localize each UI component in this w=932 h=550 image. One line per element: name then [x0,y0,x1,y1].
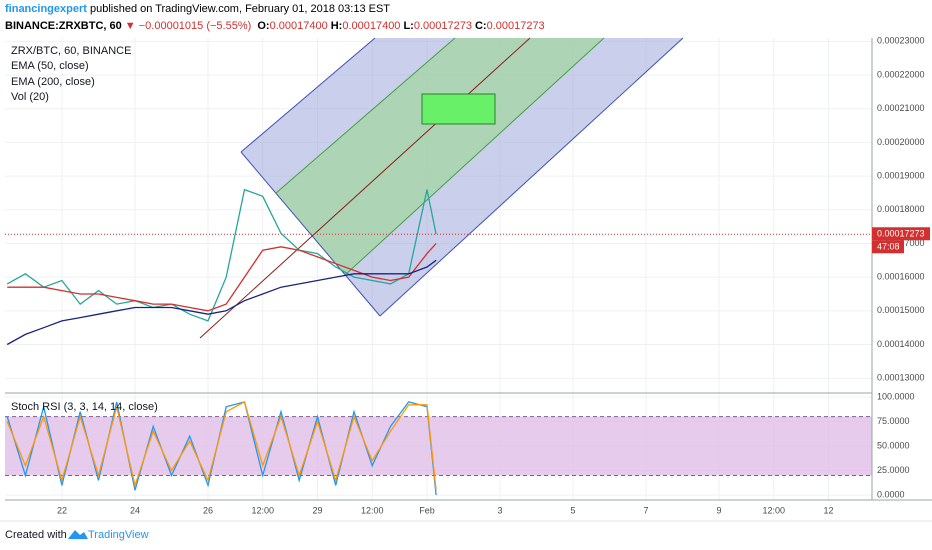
ohlc-value: 0.00017273 [413,20,472,32]
band [5,416,872,476]
published: published on TradingView.com, February 0… [89,3,391,15]
header: financingexpert published on TradingView… [5,3,390,15]
x-tick-label: 22 [57,505,67,515]
legend-entry: EMA (200, close) [11,76,95,88]
channel-line [344,37,605,276]
price-tag [872,227,930,241]
price-tag-label: 0.00017273 [877,229,925,239]
y-tick-label: 75.0000 [877,416,910,426]
countdown-label: 47:08 [877,242,900,252]
symbol: BINANCE:ZRXBTC, 60 [5,20,122,32]
channel-median [199,37,531,339]
ohlc-value: 0.00017400 [269,20,328,32]
stoch-title: Stoch RSI (3, 3, 14, 14, close) [11,401,158,413]
legend-entry: ZRX/BTC, 60, BINANCE [11,45,131,57]
series-line [6,400,437,491]
ohlc-label: H: [330,20,343,32]
x-tick-label: 12:00 [361,505,384,515]
x-tick-label: 29 [312,505,322,515]
ohlc-value: 0.00017273 [486,20,545,32]
ohlc: O:0.00017400 H:0.00017400 L:0.00017273 C:0.… [254,20,544,32]
x-tick-label: 12:00 [763,505,786,515]
y-tick-label: 0.00021000 [877,103,925,113]
footer-brand[interactable]: TradingView [88,529,149,541]
series-line [6,401,437,496]
x-tick-label: 12:00 [251,505,274,515]
y-tick-label: 0.00018000 [877,204,925,214]
y-tick-label: 0.00015000 [877,305,925,315]
y-tick-label: 0.00016000 [877,272,925,282]
series-line [6,188,437,322]
y-tick-label: 0.0000 [877,489,905,499]
ohlc-label: L: [403,20,414,32]
y-tick-label: 0.00019000 [877,170,925,180]
x-tick-label: Feb [419,505,435,515]
legend: ZRX/BTC, 60, BINANCE EMA (50, close) EMA… [11,45,158,413]
ohlc-value: 0.00017400 [342,20,401,32]
channel-line [240,151,381,317]
x-tick-label: 12 [824,505,834,515]
symbol-line: BINANCE:ZRXBTC, 60 ▼ −0.00001015 (−5.55%… [5,20,545,32]
channel-line [275,37,456,194]
ohlc-label: O: [257,20,270,32]
legend-entry: EMA (50, close) [11,60,89,72]
x-tick-label: 7 [644,505,649,515]
y-tick-label: 100.0000 [877,391,915,401]
footer-created: Created with [5,529,67,541]
y-tick-label: 25.0000 [877,465,910,475]
channel-line [240,37,376,153]
plot [5,188,872,496]
y-tick-label: 0.00014000 [877,339,925,349]
y-tick-label: 0.00013000 [877,373,925,383]
author[interactable]: financingexpert [5,3,87,15]
y-tick-label: 0.00022000 [877,69,925,79]
y-tick-label: 50.0000 [877,440,910,450]
channel-inner [276,38,604,275]
x-tick-label: 24 [130,505,140,515]
series-line [7,243,437,312]
ohlc-label: C: [474,20,487,32]
countdown-tag [872,240,904,254]
y-tick-label: 0.00020000 [877,137,925,147]
x-tick-label: 3 [498,505,503,515]
legend-entry: Vol (20) [11,91,49,103]
change: ▼ −0.00001015 (−5.55%) [124,20,252,32]
target-box [421,93,496,125]
x-tick-label: 9 [717,505,722,515]
x-tick-label: 5 [571,505,576,515]
y-tick-label: 0.00023000 [877,36,925,46]
logo [68,530,88,539]
x-tick-label: 26 [203,505,213,515]
channel-line [379,37,684,317]
series-line [6,259,437,346]
